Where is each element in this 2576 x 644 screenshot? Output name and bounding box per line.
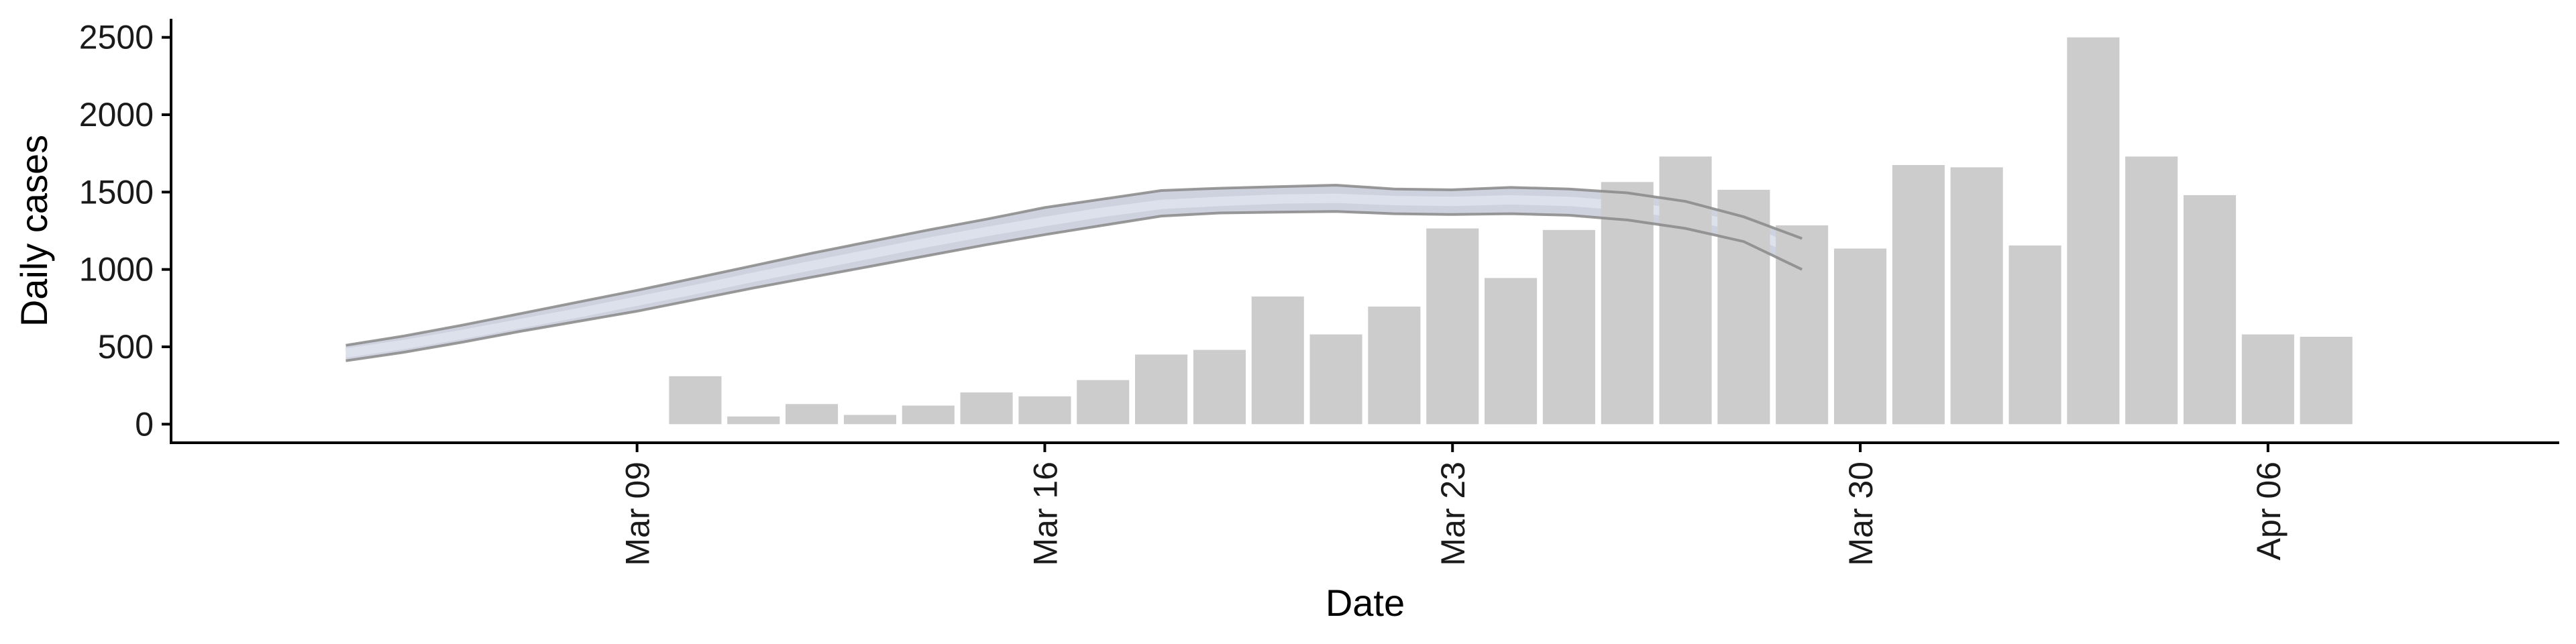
bar xyxy=(1368,307,1421,425)
y-tick-label: 2000 xyxy=(79,96,154,133)
bar xyxy=(2241,334,2294,425)
x-tick-label: Mar 23 xyxy=(1434,462,1472,566)
y-axis-ticks: 0 500 1000 1500 2000 2500 xyxy=(79,19,171,443)
bar xyxy=(1018,396,1071,425)
bar xyxy=(1193,350,1246,425)
bar xyxy=(2184,195,2237,425)
bar xyxy=(1950,167,2003,425)
bar xyxy=(1485,278,1538,425)
bar xyxy=(1717,189,1770,425)
bar xyxy=(1542,229,1595,425)
y-tick-label: 1000 xyxy=(79,251,154,288)
bar xyxy=(1251,297,1304,425)
bar xyxy=(1834,248,1887,425)
bar xyxy=(2067,37,2120,425)
bar xyxy=(1077,380,1130,425)
y-tick-label: 0 xyxy=(135,405,154,443)
y-axis-title: Daily cases xyxy=(13,135,55,327)
bar xyxy=(1776,225,1829,425)
x-axis-ticks: Mar 09 Mar 16 Mar 23 Mar 30 Apr 06 xyxy=(619,443,2288,566)
bar xyxy=(2300,337,2353,425)
trend-center-line xyxy=(345,193,1805,358)
trend-layer xyxy=(345,185,1805,361)
bar xyxy=(1426,228,1479,425)
trend-upper-line xyxy=(345,183,1803,347)
bar xyxy=(1135,354,1188,425)
trend-edge-layer xyxy=(345,183,1803,362)
x-tick-label: Apr 06 xyxy=(2250,462,2288,560)
bar-layer xyxy=(669,37,2353,425)
bar xyxy=(786,404,839,425)
bar xyxy=(669,376,722,425)
x-tick-label: Mar 16 xyxy=(1026,462,1064,566)
trend-lower-line xyxy=(345,210,1803,362)
x-axis-title: Date xyxy=(1326,582,1405,624)
bar xyxy=(1892,165,1945,425)
y-tick-label: 2500 xyxy=(79,19,154,56)
x-tick-label: Mar 30 xyxy=(1842,462,1880,566)
bar xyxy=(1309,334,1362,425)
bar xyxy=(960,392,1013,425)
y-tick-label: 1500 xyxy=(79,173,154,211)
bar xyxy=(727,416,780,425)
bar xyxy=(1659,156,1712,425)
y-tick-label: 500 xyxy=(98,328,154,366)
bar xyxy=(2125,156,2178,425)
bar xyxy=(843,415,896,425)
bar xyxy=(902,405,955,425)
x-tick-label: Mar 09 xyxy=(619,462,657,566)
bar xyxy=(2008,245,2061,425)
